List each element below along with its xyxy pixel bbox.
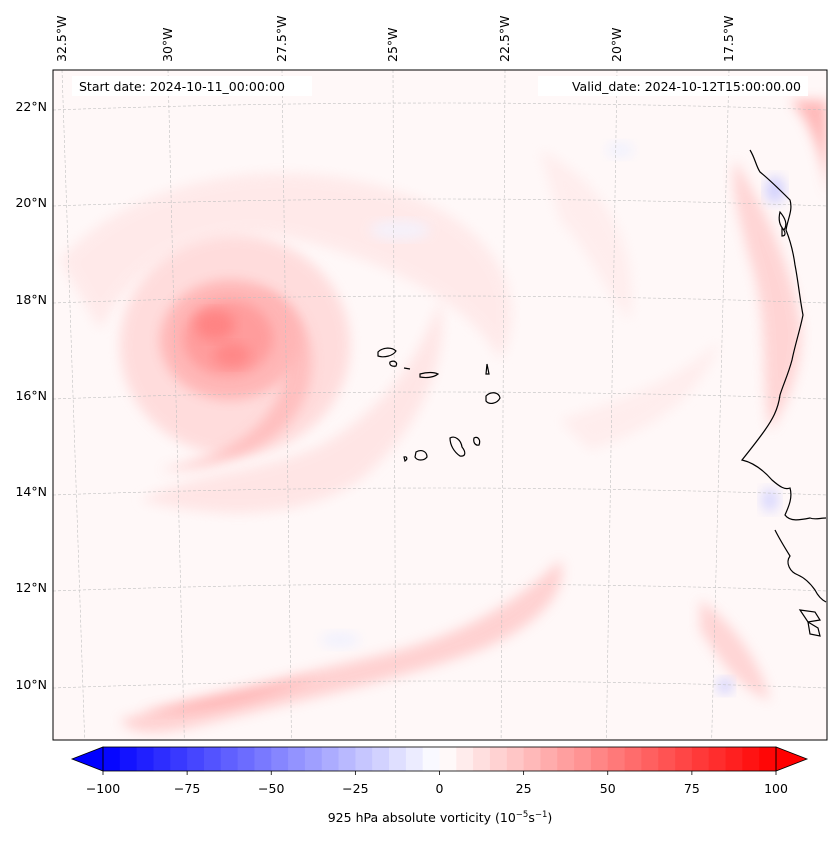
- colorbar-bin: [456, 747, 474, 771]
- lat-label-1: 20°N: [15, 195, 47, 210]
- colorbar-bin: [489, 747, 508, 771]
- colorbar-bin: [691, 747, 710, 771]
- gridlines: [53, 70, 827, 740]
- colorbar-bin: [523, 747, 541, 771]
- lon-label-1: 30°W: [160, 27, 175, 62]
- start-date-box: Start date: 2024-10-11_00:00:00: [72, 76, 312, 96]
- colorbar-bin: [355, 747, 373, 771]
- colorbar-label: 925 hPa absolute vorticity (10−5s−1): [328, 810, 553, 825]
- colorbar-bin: [641, 747, 659, 771]
- colorbar-bin: [254, 747, 272, 771]
- colorbar-bin: [321, 747, 339, 771]
- island-boa-vista: [485, 392, 501, 404]
- lon-label-0: 32.5°W: [54, 16, 69, 62]
- valid-date-text: Valid_date: 2024-10-12T15:00:00.00: [572, 79, 801, 94]
- island-santiago: [449, 436, 466, 457]
- colorbar-tick-label: 75: [684, 781, 700, 796]
- island-santo-antao: [377, 347, 397, 358]
- colorbar-bin: [658, 747, 676, 771]
- colorbar-bin: [220, 747, 238, 771]
- colorbar-high-extension: [775, 746, 809, 772]
- colorbar-bin: [607, 747, 625, 771]
- lat-label-0: 22°N: [15, 99, 47, 114]
- valid-date-box: Valid_date: 2024-10-12T15:00:00.00: [538, 76, 808, 96]
- lat-label-2: 18°N: [15, 292, 47, 307]
- island-fogo: [414, 450, 428, 461]
- colorbar-bin: [624, 747, 642, 771]
- colorbar-bin: [439, 747, 457, 771]
- colorbar-bin: [675, 747, 693, 771]
- island-sao-nicolau: [419, 371, 440, 379]
- colorbar-bin: [742, 747, 760, 771]
- africa-coastline: [740, 149, 827, 521]
- guinea-coast: [774, 529, 827, 603]
- colorbar-bin: [389, 747, 407, 771]
- colorbar-bin: [153, 747, 171, 771]
- colorbar-bin: [170, 747, 188, 771]
- island-brava: [403, 456, 408, 462]
- colorbar-tick-label: 50: [600, 781, 616, 796]
- colorbar-bin: [103, 747, 121, 771]
- colorbar-bin: [119, 747, 138, 771]
- colorbar-bin: [574, 747, 592, 771]
- map-panel: Start date: 2024-10-11_00:00:00 Valid_da…: [53, 70, 827, 740]
- latitude-labels: 22°N 20°N 18°N 16°N 14°N 12°N 10°N: [15, 99, 47, 692]
- colorbar: −100 −75 −50 −25 0 25 50 75 100 925 hPa absolute…: [70, 746, 809, 825]
- colorbar-bin: [759, 747, 777, 771]
- colorbar-bin: [725, 747, 743, 771]
- colorbar-bin: [422, 747, 440, 771]
- lat-label-5: 12°N: [15, 580, 47, 595]
- colorbar-bins: [103, 747, 777, 771]
- colorbar-tick-label: −75: [174, 781, 200, 796]
- colorbar-low-extension: [70, 746, 104, 772]
- colorbar-bin: [405, 747, 424, 771]
- colorbar-bin: [590, 747, 609, 771]
- lon-label-3: 25°W: [385, 27, 400, 62]
- colorbar-bin: [473, 747, 491, 771]
- island-santa-luzia: [403, 367, 411, 370]
- colorbar-bin: [237, 747, 255, 771]
- colorbar-tick-label: 100: [764, 781, 788, 796]
- colorbar-tick-label: −25: [342, 781, 368, 796]
- colorbar-bin: [372, 747, 390, 771]
- start-date-text: Start date: 2024-10-11_00:00:00: [79, 79, 285, 94]
- lon-label-5: 20°W: [609, 27, 624, 62]
- longitude-labels: 32.5°W 30°W 27.5°W 25°W 22.5°W 20°W 17.5°W: [54, 16, 736, 62]
- island-maio: [473, 436, 481, 446]
- colorbar-tick-label: −50: [258, 781, 284, 796]
- colorbar-tick-label: −100: [86, 781, 120, 796]
- coastlines: [377, 149, 827, 637]
- colorbar-bin: [557, 747, 575, 771]
- lon-label-6: 17.5°W: [721, 16, 736, 62]
- colorbar-ticks: −100 −75 −50 −25 0 25 50 75 100: [86, 771, 788, 796]
- vorticity-field: [60, 100, 827, 732]
- lon-label-4: 22.5°W: [497, 16, 512, 62]
- colorbar-tick-label: 0: [436, 781, 444, 796]
- colorbar-bin: [288, 747, 306, 771]
- map-frame: [52, 69, 828, 741]
- island-sao-vicente: [389, 360, 398, 367]
- lon-label-2: 27.5°W: [274, 16, 289, 62]
- lat-label-6: 10°N: [15, 677, 47, 692]
- island-sal: [485, 363, 490, 375]
- colorbar-bin: [708, 747, 726, 771]
- lat-label-3: 16°N: [15, 388, 47, 403]
- colorbar-tick-label: 25: [516, 781, 532, 796]
- colorbar-bin: [271, 747, 289, 771]
- colorbar-bin: [136, 747, 154, 771]
- colorbar-bin: [304, 747, 323, 771]
- colorbar-bin: [187, 747, 205, 771]
- colorbar-bin: [203, 747, 222, 771]
- colorbar-bin: [506, 747, 525, 771]
- lat-label-4: 14°N: [15, 484, 47, 499]
- colorbar-bin: [338, 747, 356, 771]
- colorbar-bin: [540, 747, 558, 771]
